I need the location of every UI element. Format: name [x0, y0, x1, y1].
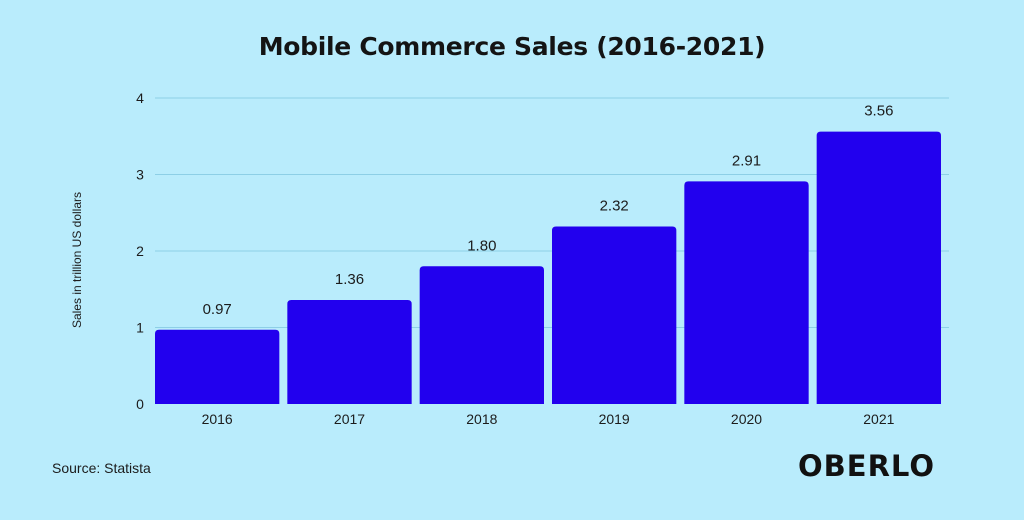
y-axis-ticks: 0 1 2 3 4 — [136, 90, 144, 412]
oberlo-logo: OBERLO — [798, 449, 935, 483]
bar-2019 — [552, 226, 677, 404]
y-axis-label: Sales in trillion US dollars — [70, 192, 84, 328]
y-tick-label: 2 — [136, 243, 144, 259]
bar-2018 — [419, 266, 544, 404]
source-note: Source: Statista — [52, 460, 151, 476]
bar-2017 — [287, 299, 412, 404]
value-label: 2.91 — [732, 152, 761, 169]
x-tick-label: 2017 — [334, 411, 365, 427]
value-label: 1.36 — [335, 271, 364, 288]
bar-2021 — [816, 131, 941, 404]
x-tick-label: 2018 — [466, 411, 497, 427]
value-label: 0.97 — [203, 301, 232, 318]
y-tick-label: 4 — [136, 90, 144, 106]
value-label: 3.56 — [864, 103, 893, 120]
x-tick-label: 2019 — [599, 411, 630, 427]
y-tick-label: 1 — [136, 320, 144, 336]
chart-title: Mobile Commerce Sales (2016-2021) — [258, 32, 766, 61]
y-tick-label: 3 — [136, 167, 144, 183]
value-labels: 0.97 1.36 1.80 2.32 2.91 3.56 — [203, 103, 894, 318]
bars — [155, 131, 941, 404]
value-label: 2.32 — [600, 198, 629, 215]
bar-2016 — [155, 329, 280, 404]
y-tick-label: 0 — [136, 396, 144, 412]
value-label: 1.80 — [467, 237, 496, 254]
x-axis-ticks: 2016 2017 2018 2019 2020 2021 — [202, 411, 895, 427]
bar-2020 — [684, 181, 809, 404]
x-tick-label: 2016 — [202, 411, 233, 427]
x-tick-label: 2020 — [731, 411, 762, 427]
x-tick-label: 2021 — [863, 411, 894, 427]
